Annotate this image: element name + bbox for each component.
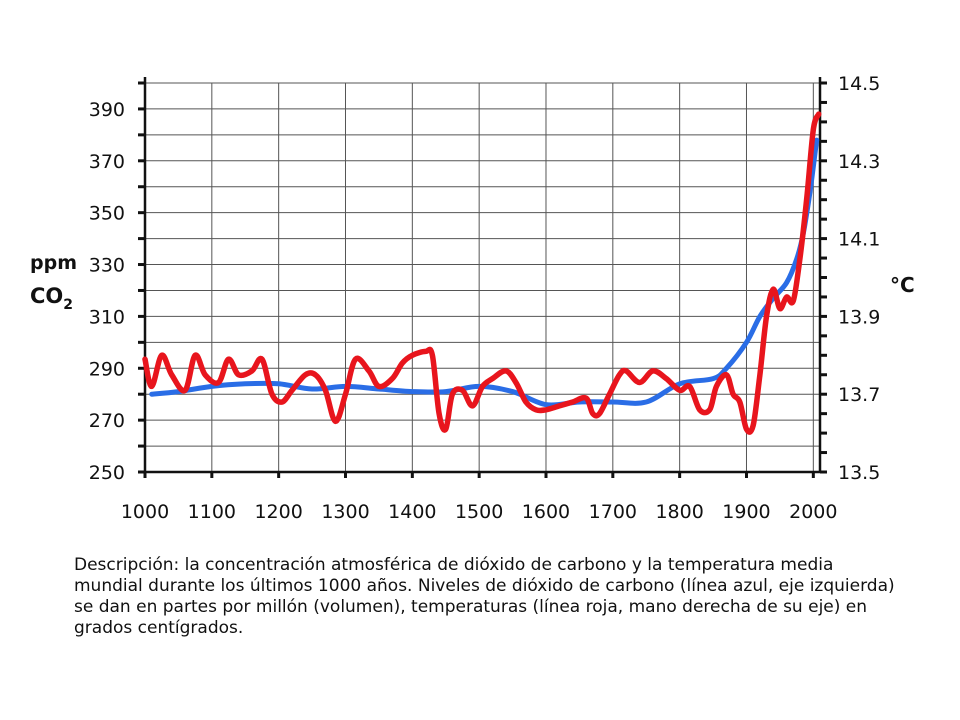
right-tick-label: 13.7 — [838, 384, 880, 406]
left-tick-label: 370 — [89, 151, 125, 173]
series — [142, 111, 822, 435]
right-tick-label: 13.5 — [838, 462, 880, 484]
x-tick-label: 1600 — [522, 501, 570, 523]
x-tick-label: 1400 — [388, 501, 436, 523]
left-tick-label: 310 — [89, 306, 125, 328]
right-tick-label: 13.9 — [838, 306, 880, 328]
x-tick-label: 1100 — [188, 501, 236, 523]
x-tick-label: 1700 — [589, 501, 637, 523]
left-axis-title-co2: CO2 — [30, 284, 73, 313]
left-tick-label: 250 — [89, 462, 125, 484]
x-tick-label: 1500 — [455, 501, 503, 523]
x-tick-label: 1200 — [254, 501, 302, 523]
right-axis-title-celsius: °C — [890, 273, 915, 297]
x-tick-label: 1900 — [722, 501, 770, 523]
co2-series-line — [149, 137, 820, 408]
co2-temperature-chart: 250 270 290 310 330 350 370 390 13.5 13.7 13.9 14.1… — [30, 73, 915, 523]
left-tick-label: 270 — [89, 410, 125, 432]
x-tick-label: 2000 — [789, 501, 837, 523]
x-tick-label: 1800 — [655, 501, 703, 523]
x-tick-label: 1300 — [321, 501, 369, 523]
left-tick-label: 390 — [89, 99, 125, 121]
axes — [138, 77, 827, 478]
right-tick-label: 14.5 — [838, 73, 880, 95]
grid — [145, 82, 820, 472]
left-tick-label: 330 — [89, 255, 125, 277]
temperature-series-line — [142, 111, 822, 435]
left-tick-label: 290 — [89, 358, 125, 380]
figure-caption: Descripción: la concentración atmosféric… — [74, 555, 895, 638]
axis-labels: 250 270 290 310 330 350 370 390 13.5 13.7 13.9 14.1… — [89, 73, 881, 523]
right-tick-label: 14.1 — [838, 229, 880, 251]
right-tick-label: 14.3 — [838, 151, 880, 173]
x-tick-label: 1000 — [121, 501, 169, 523]
left-axis-title-ppm: ppm — [30, 252, 77, 274]
left-tick-label: 350 — [89, 203, 125, 225]
